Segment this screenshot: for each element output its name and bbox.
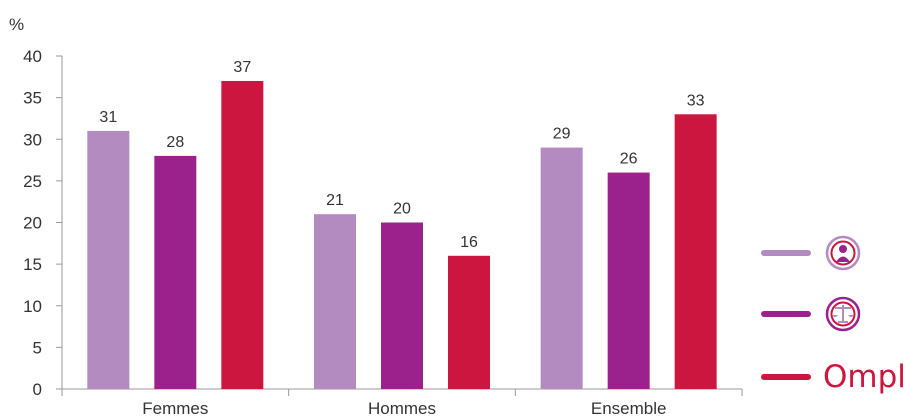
bar [154,155,197,389]
x-category-label: Femmes [142,399,208,418]
bar-value-label: 21 [326,192,344,209]
bar-value-label: 33 [687,92,705,109]
y-tick-label: 5 [33,338,42,357]
ompl-logo: Ompl [823,359,906,395]
bar-value-label: 16 [460,234,478,251]
y-axis-unit-label: % [9,15,24,34]
bar [607,172,650,389]
bar-value-label: 26 [620,151,638,168]
x-category-label: Hommes [368,399,436,418]
bar-value-label: 29 [553,126,571,143]
bar [87,130,130,390]
y-tick-label: 15 [23,255,42,274]
y-tick-label: 0 [33,380,42,399]
bar-value-label: 31 [99,109,117,126]
bar [381,222,423,389]
bar [674,114,717,390]
y-axis: 0 5 10 15 20 25 30 35 40 [23,47,63,399]
bar [314,214,356,389]
legend: Ompl [761,235,906,395]
scales-of-justice-icon [825,296,861,332]
y-tick-label: 40 [23,47,42,66]
y-tick-label: 10 [23,297,42,316]
x-category-label: Ensemble [591,399,667,418]
bar [448,255,490,389]
y-tick-label: 35 [23,89,42,108]
bar [221,80,264,389]
y-tick-label: 30 [23,130,42,149]
bar-value-label: 37 [233,59,251,76]
person-circle-icon [825,235,861,271]
x-axis: Femmes Hommes Ensemble [61,388,743,418]
bar-value-label: 20 [393,201,411,218]
y-tick-label: 25 [23,172,42,191]
bars: 31 28 37 21 20 16 29 26 33 [87,59,717,390]
y-tick-label: 20 [23,214,42,233]
bar [540,147,583,389]
bar-value-label: 28 [166,134,184,151]
